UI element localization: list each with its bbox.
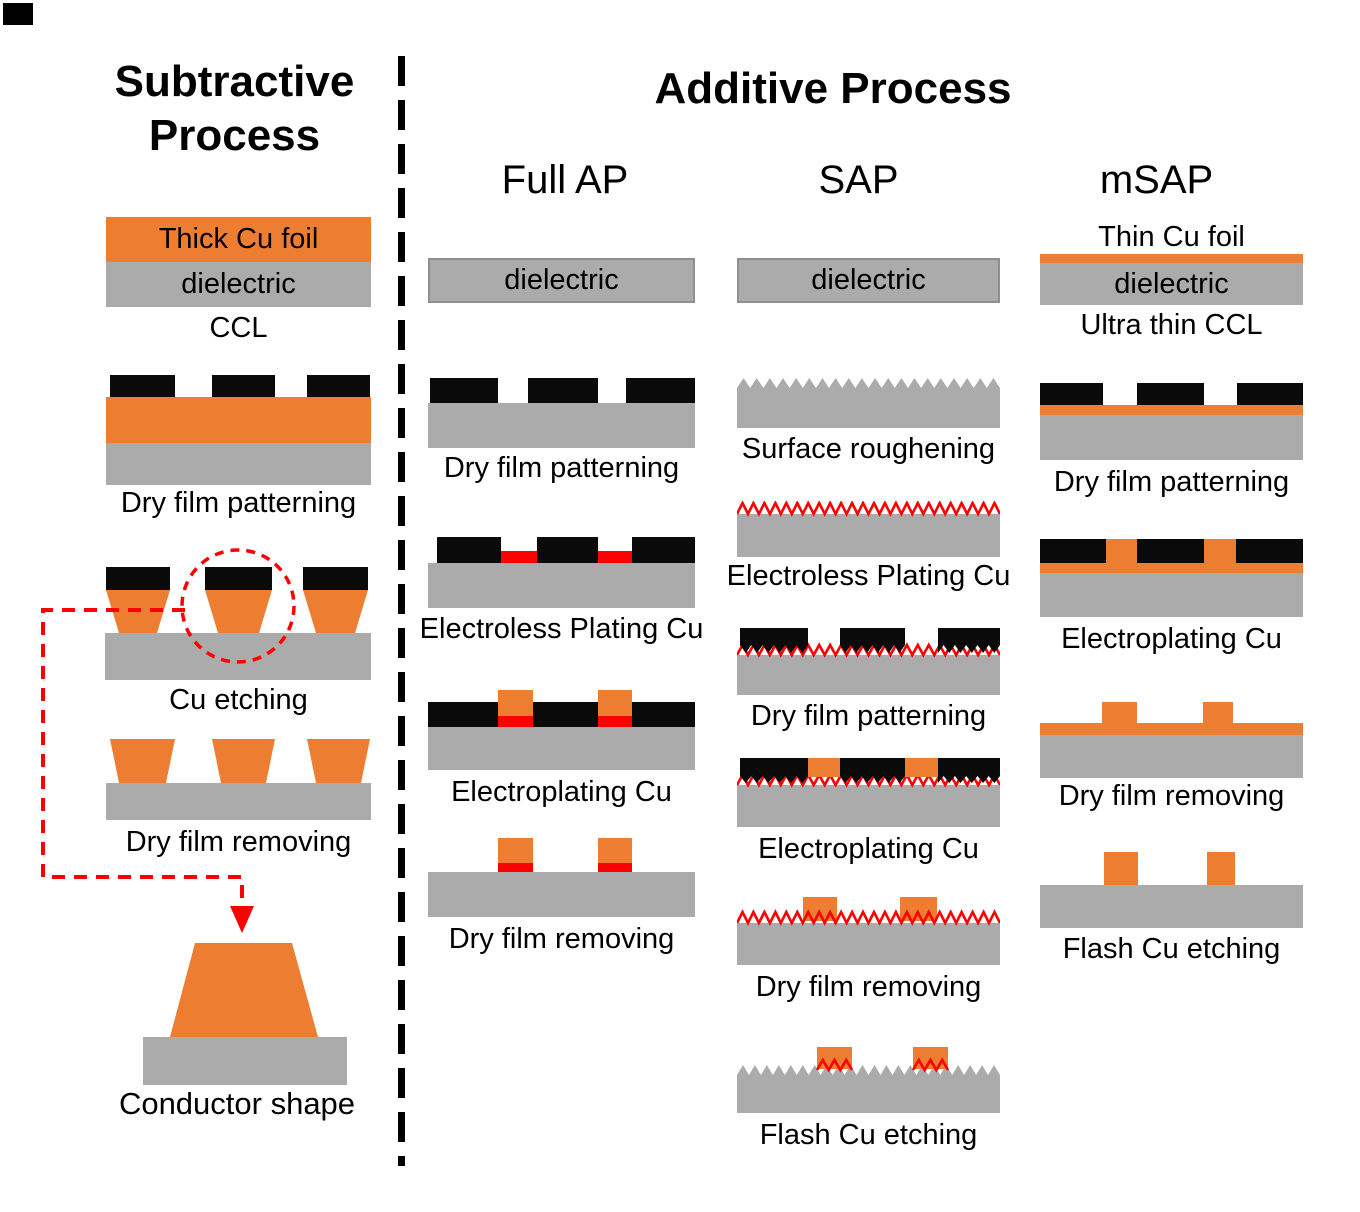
sap-dry-film-patterning-diagram <box>737 628 1000 695</box>
subtractive-title: Subtractive Process <box>62 55 407 163</box>
full-ap-dielectric-layer: dielectric <box>428 258 695 303</box>
sap-electroplating-diagram <box>737 758 1000 827</box>
step-caption: Electroplating Cu <box>758 833 979 865</box>
divider-dashed-line <box>398 56 405 1166</box>
sap-dielectric-layer: dielectric <box>737 258 1000 303</box>
step-caption: Surface roughening <box>741 433 996 465</box>
sap-dry-film-removing-diagram <box>737 897 1000 965</box>
step-caption: Dry film removing <box>125 826 352 858</box>
step-caption: Dry film removing <box>1058 780 1285 812</box>
step-caption: Conductor shape <box>118 1086 356 1121</box>
msap-thin-copper-layer <box>1040 254 1303 263</box>
msap-dry-film-removing-diagram <box>1040 702 1303 778</box>
column-header-full-ap: Full AP <box>501 158 629 202</box>
step-caption: Cu etching <box>169 684 308 716</box>
corner-crop-mark <box>3 3 33 25</box>
column-header-sap: SAP <box>818 158 899 202</box>
msap-thin-cu-foil-label: Thin Cu foil <box>1098 221 1245 253</box>
msap-dry-film-patterning-diagram <box>1040 383 1303 460</box>
conductor-shape-diagram <box>143 943 347 1085</box>
etch-detail-connector-arrow <box>41 608 254 933</box>
step-caption: Electroplating Cu <box>451 776 672 808</box>
subtractive-title-line1: Subtractive <box>114 57 355 106</box>
step-caption: Electroplating Cu <box>1061 623 1282 655</box>
step-caption: Flash Cu etching <box>1062 933 1281 965</box>
full-ap-electroless-plating-diagram <box>428 537 695 608</box>
full-ap-dry-film-removing-diagram <box>428 838 695 917</box>
step-caption: Dry film patterning <box>750 700 987 732</box>
ccl-caption: CCL <box>209 312 268 344</box>
msap-ccl-caption: Ultra thin CCL <box>1080 309 1263 341</box>
subtractive-dry-film-removing-diagram <box>106 739 371 820</box>
ccl-copper-layer: Thick Cu foil <box>106 217 371 262</box>
msap-electroplating-diagram <box>1040 539 1303 617</box>
subtractive-title-line2: Process <box>148 111 321 160</box>
subtractive-cu-etching-diagram <box>105 548 371 680</box>
sap-surface-roughening-diagram <box>737 378 1000 428</box>
step-caption: Dry film removing <box>755 971 982 1003</box>
full-ap-dry-film-patterning-diagram <box>428 378 695 448</box>
step-caption: Dry film removing <box>448 923 675 955</box>
ccl-dielectric-layer: dielectric <box>106 262 371 307</box>
subtractive-dry-film-patterning-diagram <box>106 375 371 485</box>
msap-flash-etching-diagram <box>1040 852 1303 928</box>
additive-title: Additive Process <box>654 64 1012 113</box>
step-caption: Dry film patterning <box>1053 466 1290 498</box>
step-caption: Dry film patterning <box>443 452 680 484</box>
step-caption: Electroless Plating Cu <box>726 560 1011 592</box>
full-ap-electroplating-diagram <box>428 690 695 770</box>
etch-highlight-circle <box>180 548 296 664</box>
sap-flash-etching-diagram <box>737 1047 1000 1113</box>
sap-electroless-plating-diagram <box>737 501 1000 557</box>
step-caption: Electroless Plating Cu <box>419 613 704 645</box>
msap-dielectric-layer: dielectric <box>1040 263 1303 305</box>
step-caption: Dry film patterning <box>120 487 357 519</box>
step-caption: Flash Cu etching <box>759 1119 978 1151</box>
column-header-msap: mSAP <box>1099 158 1214 202</box>
